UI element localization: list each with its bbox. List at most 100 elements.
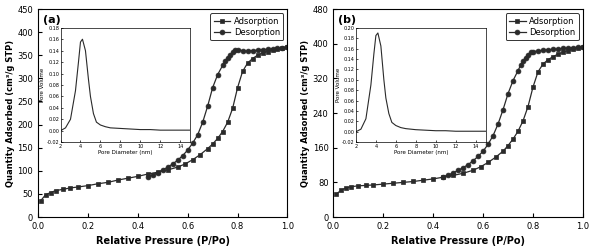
- Desorption: [455, 169, 462, 172]
- Text: (a): (a): [43, 15, 61, 25]
- Adsorption: [337, 189, 345, 192]
- Adsorption: [509, 138, 516, 141]
- Adsorption: [164, 168, 171, 171]
- Adsorption: [224, 121, 231, 124]
- Line: Desorption: Desorption: [145, 45, 290, 179]
- Desorption: [259, 48, 266, 51]
- Desorption: [221, 59, 228, 62]
- Desorption: [494, 122, 502, 125]
- Desorption: [574, 46, 581, 49]
- Desorption: [284, 46, 291, 49]
- Desorption: [519, 59, 527, 62]
- Adsorption: [484, 161, 491, 164]
- Desorption: [450, 171, 457, 174]
- Adsorption: [219, 130, 226, 133]
- Adsorption: [342, 186, 349, 190]
- Adsorption: [580, 45, 587, 48]
- Adsorption: [524, 105, 531, 108]
- Adsorption: [459, 172, 466, 175]
- Adsorption: [362, 184, 369, 187]
- Adsorption: [530, 85, 537, 88]
- Adsorption: [95, 182, 102, 185]
- Desorption: [522, 56, 529, 59]
- Desorption: [544, 48, 552, 51]
- Desorption: [580, 45, 587, 48]
- Desorption: [274, 47, 281, 50]
- Adsorption: [154, 171, 161, 174]
- Adsorption: [239, 70, 246, 73]
- Adsorption: [515, 130, 522, 133]
- Text: (b): (b): [339, 15, 356, 25]
- Line: Desorption: Desorption: [441, 44, 585, 180]
- Adsorption: [410, 180, 417, 183]
- Desorption: [559, 47, 566, 50]
- Adsorption: [229, 107, 236, 110]
- Desorption: [500, 108, 507, 111]
- Adsorption: [564, 49, 571, 52]
- Adsorption: [204, 147, 211, 150]
- Adsorption: [519, 119, 527, 122]
- Adsorption: [234, 86, 241, 89]
- Desorption: [209, 86, 216, 89]
- Adsorption: [574, 47, 581, 50]
- Adsorption: [544, 58, 552, 61]
- Adsorption: [52, 189, 59, 192]
- Desorption: [469, 159, 477, 162]
- Desorption: [484, 143, 491, 146]
- Desorption: [164, 166, 171, 169]
- Adsorption: [380, 183, 387, 186]
- Adsorption: [477, 165, 484, 168]
- Line: Adsorption: Adsorption: [334, 45, 585, 197]
- Desorption: [234, 48, 241, 51]
- Adsorption: [333, 193, 340, 196]
- Desorption: [184, 148, 191, 151]
- Legend: Adsorption, Desorption: Adsorption, Desorption: [211, 13, 283, 40]
- Adsorption: [67, 186, 74, 190]
- Adsorption: [400, 181, 407, 184]
- Adsorption: [259, 51, 266, 54]
- Desorption: [169, 162, 176, 165]
- Desorption: [509, 79, 516, 82]
- Adsorption: [144, 173, 151, 176]
- Adsorption: [430, 177, 437, 180]
- Desorption: [527, 51, 534, 54]
- Adsorption: [189, 158, 196, 161]
- Desorption: [229, 50, 236, 53]
- Adsorption: [254, 54, 261, 57]
- Adsorption: [355, 184, 362, 187]
- Adsorption: [244, 62, 251, 65]
- Adsorption: [534, 70, 541, 73]
- Desorption: [254, 49, 261, 52]
- Adsorption: [450, 174, 457, 177]
- Adsorption: [492, 156, 499, 159]
- Desorption: [475, 155, 482, 158]
- Desorption: [264, 48, 271, 51]
- Desorption: [490, 134, 497, 137]
- Desorption: [505, 92, 512, 95]
- Adsorption: [174, 166, 181, 169]
- Adsorption: [84, 184, 92, 187]
- Adsorption: [347, 185, 355, 188]
- Adsorption: [469, 169, 477, 172]
- Desorption: [279, 46, 286, 49]
- Desorption: [530, 50, 537, 53]
- Desorption: [269, 47, 276, 50]
- Adsorption: [74, 185, 82, 188]
- Desorption: [244, 50, 251, 53]
- Adsorption: [181, 162, 189, 165]
- Adsorption: [505, 144, 512, 147]
- Adsorption: [559, 51, 566, 54]
- Desorption: [524, 53, 531, 56]
- Adsorption: [124, 177, 131, 180]
- Desorption: [219, 64, 226, 67]
- Adsorption: [500, 150, 507, 153]
- Desorption: [214, 73, 221, 76]
- Adsorption: [569, 48, 577, 51]
- Adsorption: [370, 183, 377, 186]
- Adsorption: [209, 142, 216, 145]
- Desorption: [174, 159, 181, 162]
- Desorption: [564, 47, 571, 50]
- Adsorption: [269, 49, 276, 52]
- Adsorption: [104, 181, 111, 184]
- Legend: Adsorption, Desorption: Adsorption, Desorption: [506, 13, 579, 40]
